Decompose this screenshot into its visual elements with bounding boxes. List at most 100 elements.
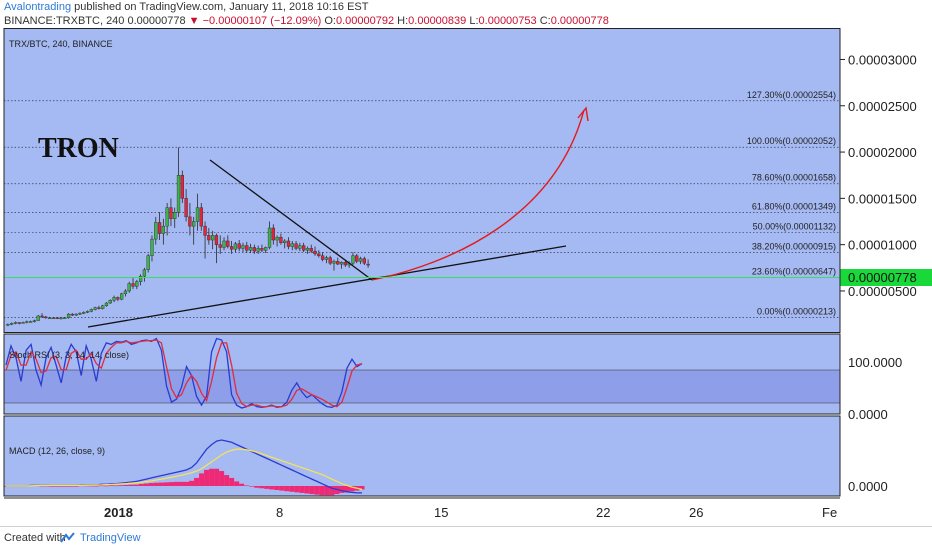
main-price-pane[interactable]: 127.30%(0.00002554) 100.00%(0.00002052) 78… (4, 28, 932, 332)
candle-38 (150, 235, 154, 262)
price-tick-3: 0.00001500 (848, 191, 917, 206)
macd-hist-bar-12 (63, 486, 69, 487)
main-pane-background (4, 28, 840, 332)
price-tick-0: 0.00003000 (848, 52, 917, 67)
candle-76 (294, 240, 298, 251)
footer: Created with TradingView (0, 526, 932, 550)
macd-hist-bar-32 (163, 482, 169, 486)
macd-hist-bar-7 (38, 485, 44, 487)
candle-49 (192, 216, 196, 245)
time-tick-2018: 2018 (104, 505, 133, 520)
candle-69 (267, 221, 272, 250)
macd-hist-bar-54 (274, 486, 280, 491)
fib-label-4: 50.00%(0.00001132) (753, 221, 836, 231)
candle-29 (116, 296, 120, 302)
candle-52 (203, 221, 207, 259)
candle-13 (55, 316, 59, 320)
current-price-badge (840, 269, 932, 286)
stoch-d-line (5, 339, 363, 408)
stoch-tick-0: 0.0000 (848, 407, 888, 422)
price-axis[interactable]: 0.00003000 0.00002500 0.00002000 0.00001500… (840, 52, 917, 299)
open-label: O: (324, 15, 336, 27)
stoch-pane-border (3, 333, 841, 415)
candle-5 (25, 320, 29, 324)
resistance-trendline[interactable] (209, 159, 373, 281)
time-axis[interactable]: 2018 8 15 22 26 Fe (4, 497, 840, 520)
support-trendline[interactable] (87, 245, 567, 328)
chart-svg[interactable]: 127.30%(0.00002554) 100.00%(0.00002052) 78… (0, 28, 932, 526)
stoch-k-line (5, 337, 363, 409)
candle-19 (78, 312, 82, 316)
chart-header: Avalontrading published on TradingView.c… (0, 0, 932, 28)
close-value: 0.00000778 (550, 15, 609, 27)
fib-label-6: 23.60%(0.00000647) (752, 266, 836, 276)
macd-hist-bar-60 (304, 486, 310, 494)
projection-arrowhead-icon (577, 106, 589, 122)
author-link[interactable]: Avalontrading (4, 1, 72, 13)
macd-hist-bar-55 (279, 486, 285, 491)
macd-hist-bar-50 (254, 486, 260, 488)
candle-31 (123, 289, 128, 297)
candle-24 (97, 305, 101, 310)
candle-46 (180, 170, 184, 203)
projection-arrow-path[interactable] (371, 109, 585, 281)
candle-15 (63, 316, 67, 320)
macd-hist-bar-69 (349, 486, 355, 492)
macd-hist-bar-24 (123, 484, 129, 486)
macd-hist-bar-22 (113, 485, 119, 487)
candle-56 (218, 235, 222, 254)
macd-hist-bar-71 (359, 486, 365, 490)
candle-21 (85, 310, 90, 314)
tradingview-brand[interactable]: TradingView (80, 532, 141, 544)
macd-hist-bar-27 (138, 483, 144, 486)
macd-hist-bar-45 (229, 477, 235, 486)
candle-23 (93, 306, 97, 311)
candle-71 (275, 235, 279, 247)
candle-67 (260, 244, 264, 253)
macd-hist-bar-9 (48, 486, 54, 487)
candle-66 (256, 245, 260, 254)
candle-62 (241, 242, 245, 253)
macd-hist-bar-38 (194, 477, 200, 486)
fib-label-0: 127.30%(0.00002554) (747, 90, 836, 100)
stoch-tick-100: 100.0000 (848, 355, 902, 370)
chart-area[interactable]: 127.30%(0.00002554) 100.00%(0.00002052) 78… (0, 28, 932, 526)
candle-26 (104, 302, 109, 307)
macd-hist-bar-35 (178, 481, 184, 486)
stoch-rsi-pane[interactable]: Stoch RSI (3, 3, 14, 14, close) 100.0000… (4, 334, 902, 422)
macd-hist-bar-26 (133, 484, 139, 486)
main-pane-label: TRX/BTC, 240, BINANCE (9, 39, 113, 49)
candle-63 (245, 241, 249, 253)
candle-47 (184, 189, 188, 222)
drawings[interactable] (87, 106, 589, 328)
macd-hist-bar-23 (118, 485, 124, 486)
candle-79 (305, 246, 310, 254)
candle-22 (89, 308, 93, 313)
candle-68 (264, 246, 268, 253)
macd-pane[interactable]: MACD (12, 26, close, 9) 0.0000 (3, 416, 888, 496)
macd-hist-bar-57 (289, 486, 295, 492)
time-tick-26: 26 (689, 505, 703, 520)
candle-61 (237, 240, 241, 252)
candle-33 (131, 277, 135, 290)
open-value: 0.00000792 (335, 15, 395, 27)
main-pane-border (3, 28, 841, 333)
macd-hist-bar-42 (214, 468, 220, 486)
candle-14 (59, 316, 63, 320)
macd-hist-bar-67 (339, 486, 345, 493)
candle-30 (120, 292, 124, 301)
pane-borders (3, 28, 841, 497)
macd-hist-bar-63 (319, 486, 325, 496)
fib-label-5: 38.20%(0.00000915) (752, 242, 836, 252)
candle-3 (17, 322, 21, 325)
ohlc-line: BINANCE:TRXBTC, 240 0.00000778 ▼ −0.0000… (4, 15, 609, 27)
candle-91 (351, 252, 355, 266)
candle-17 (70, 313, 74, 316)
candle-7 (32, 319, 37, 323)
macd-hist-bar-25 (128, 484, 134, 486)
high-value: 0.00000839 (408, 15, 467, 27)
macd-hist-bar-49 (249, 486, 255, 487)
macd-hist-bar-48 (244, 485, 250, 487)
time-tick-15: 15 (434, 505, 448, 520)
candle-1 (10, 322, 14, 326)
